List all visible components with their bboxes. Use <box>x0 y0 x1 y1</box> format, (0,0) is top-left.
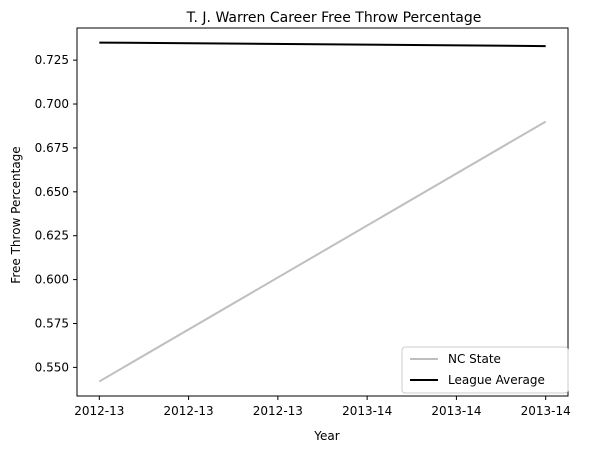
y-tick-label: 0.675 <box>35 141 69 155</box>
x-tick-label: 2013-14 <box>342 404 392 418</box>
x-tick-label: 2012-13 <box>74 404 124 418</box>
x-tick-label: 2013-14 <box>431 404 481 418</box>
legend-label-league-average: League Average <box>448 373 545 387</box>
y-tick-label: 0.550 <box>35 360 69 374</box>
series-line-nc-state <box>98 120 547 383</box>
legend: NC State League Average <box>401 346 569 394</box>
x-axis-label: Year <box>313 429 339 443</box>
plot-frame <box>76 27 569 397</box>
y-tick-label: 0.650 <box>35 185 69 199</box>
chart-title: T. J. Warren Career Free Throw Percentag… <box>186 10 482 26</box>
y-tick-label: 0.600 <box>35 273 69 287</box>
plot-area <box>76 27 569 397</box>
y-axis: 0.550 0.575 0.600 0.625 0.650 0.675 0.700 0.725 <box>35 53 77 374</box>
x-tick-label: 2012-13 <box>253 404 303 418</box>
legend-box <box>401 346 569 394</box>
y-tick-label: 0.700 <box>35 97 69 111</box>
y-tick-label: 0.625 <box>35 229 69 243</box>
x-axis: 2012-13 2012-13 2012-13 2013-14 2013-14 2013-… <box>74 396 571 418</box>
series-line-league-average <box>99 41 546 48</box>
y-tick-label: 0.575 <box>35 316 69 330</box>
x-tick-label: 2013-14 <box>521 404 571 418</box>
x-tick-label: 2012-13 <box>164 404 214 418</box>
legend-label-nc-state: NC State <box>448 352 501 366</box>
series-lines <box>98 41 547 383</box>
y-axis-label: Free Throw Percentage <box>9 146 23 283</box>
y-tick-label: 0.725 <box>35 53 69 67</box>
